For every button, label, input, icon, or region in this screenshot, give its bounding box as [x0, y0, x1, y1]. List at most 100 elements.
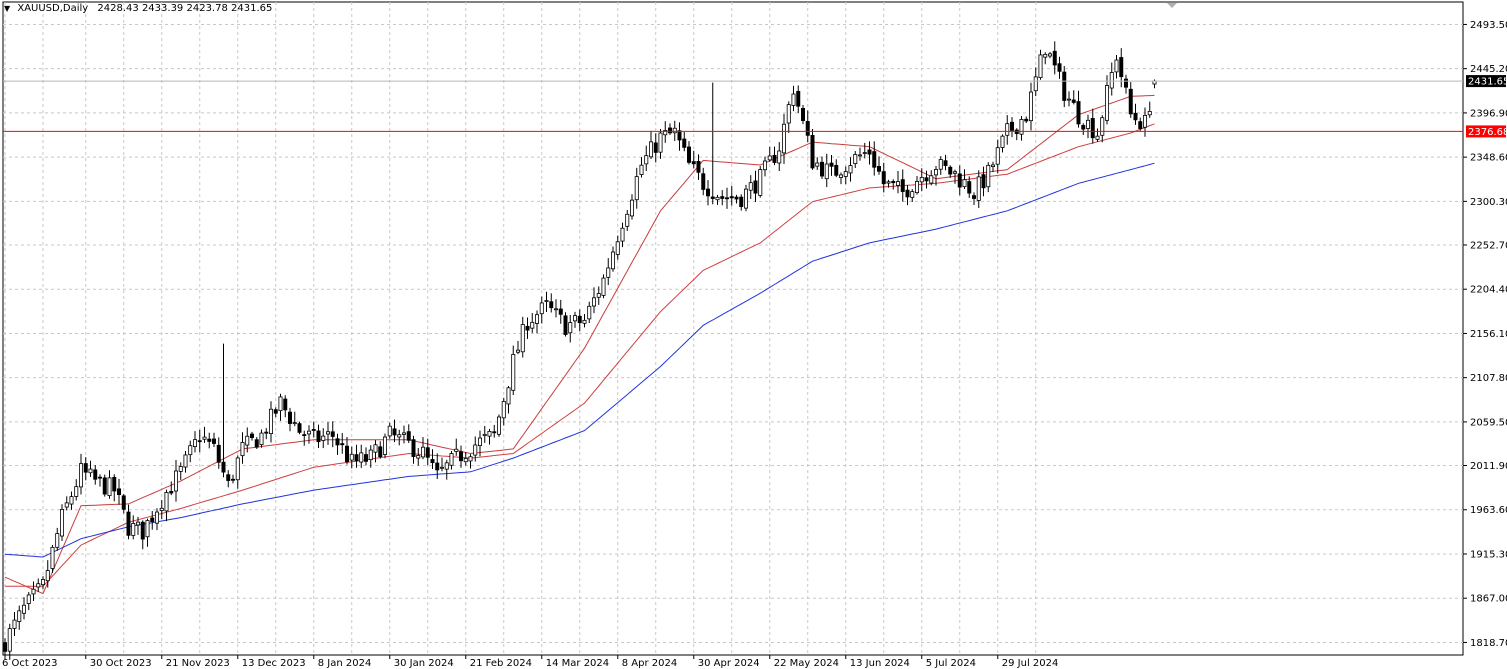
candle — [55, 527, 60, 551]
candle-body-up — [658, 132, 663, 153]
candle — [354, 444, 359, 468]
x-tick-label: 21 Nov 2023 — [166, 658, 230, 669]
candle — [1000, 134, 1005, 153]
candle-body-down — [150, 517, 155, 523]
candle-body-up — [154, 511, 159, 524]
x-tick-label: 8 Jan 2024 — [318, 658, 372, 669]
close-value: 2431.65 — [231, 3, 273, 14]
candle — [454, 438, 459, 456]
candle — [820, 156, 825, 180]
candle-body-down — [820, 161, 825, 177]
candle — [135, 516, 140, 535]
candle — [392, 419, 397, 443]
candle-body-down — [972, 195, 977, 199]
candle — [169, 481, 174, 496]
candle-body-down — [725, 197, 730, 200]
candle-body-up — [862, 152, 867, 154]
candle-body-down — [340, 443, 345, 446]
candle — [1114, 55, 1119, 79]
x-tick-label: 21 Feb 2024 — [470, 658, 532, 669]
candle — [230, 474, 235, 484]
candle-body-up — [915, 180, 920, 194]
candle-body-up — [50, 546, 55, 569]
candle-body-down — [1057, 63, 1062, 72]
candle-body-up — [1000, 135, 1005, 148]
candle — [601, 274, 606, 299]
candle-body-down — [1133, 112, 1138, 121]
candle-body-down — [834, 164, 839, 176]
candle-body-down — [211, 438, 216, 444]
candle-body-up — [259, 432, 264, 446]
candle — [568, 315, 573, 343]
candle-body-down — [283, 398, 288, 411]
candle — [506, 385, 511, 414]
candle-body-up — [511, 354, 516, 391]
candle — [178, 462, 183, 480]
x-tick-label: 8 Apr 2024 — [622, 658, 677, 669]
candle — [929, 170, 934, 186]
candle-body-up — [55, 533, 60, 548]
chart-menu-triangle-icon[interactable]: ▼ — [4, 4, 11, 13]
candle — [829, 155, 834, 176]
candle-body-down — [682, 138, 687, 148]
candle-body-up — [1114, 59, 1119, 73]
symbol-name: XAUUSD,Daily — [17, 3, 89, 14]
candle-body-down — [126, 511, 131, 536]
candle-body-up — [88, 468, 93, 474]
candle-body-down — [1010, 121, 1015, 131]
candle-body-up — [45, 570, 50, 582]
candle — [815, 157, 820, 170]
candle — [753, 170, 758, 202]
candle — [729, 185, 734, 206]
candle — [615, 235, 620, 260]
candle — [458, 445, 463, 468]
candle-body-down — [140, 521, 145, 540]
candle — [872, 141, 877, 176]
candle — [634, 167, 639, 209]
candle — [953, 169, 958, 184]
candle — [1033, 67, 1038, 97]
y-tick-label: 2445.20 — [1470, 64, 1507, 75]
candle-body-up — [41, 579, 46, 586]
candle — [7, 623, 12, 660]
candle-body-up — [359, 452, 364, 463]
candle-body-down — [687, 146, 692, 163]
candle — [1005, 115, 1010, 145]
candle-body-up — [321, 435, 326, 441]
candle-body-down — [967, 181, 972, 194]
candle — [520, 316, 525, 358]
candles — [3, 41, 1157, 660]
candle-body-up — [848, 165, 853, 174]
candle-body-up — [929, 175, 934, 184]
candle-body-down — [230, 478, 235, 481]
candle-body-down — [957, 173, 962, 188]
candle-body-up — [1086, 119, 1091, 129]
candle — [1147, 101, 1152, 118]
candle-body-down — [1071, 99, 1076, 103]
candle — [463, 452, 468, 466]
candle — [539, 296, 544, 324]
axes: 2493.50 2445.20 2396.90 2348.60 2300.30 2252.… — [2, 3, 1507, 669]
candle-body-down — [287, 411, 292, 424]
candle-body-up — [767, 155, 772, 161]
candle-body-up — [568, 322, 573, 334]
candle — [706, 180, 711, 206]
candle — [1071, 90, 1076, 105]
candle-body-up — [934, 169, 939, 176]
candle-body-up — [306, 430, 311, 435]
support-level-badge — [1466, 125, 1506, 138]
candle — [587, 301, 592, 324]
y-tick-label: 2011.90 — [1470, 461, 1507, 472]
candle-body-up — [382, 436, 387, 455]
candle-body-up — [373, 444, 378, 453]
candle — [748, 175, 753, 199]
candle — [734, 194, 739, 204]
candle — [976, 170, 981, 208]
candle — [853, 151, 858, 168]
candle-body-up — [1143, 115, 1148, 128]
candle-body-up — [986, 164, 991, 188]
candle-body-up — [240, 442, 245, 457]
candle-body-up — [1033, 76, 1038, 92]
